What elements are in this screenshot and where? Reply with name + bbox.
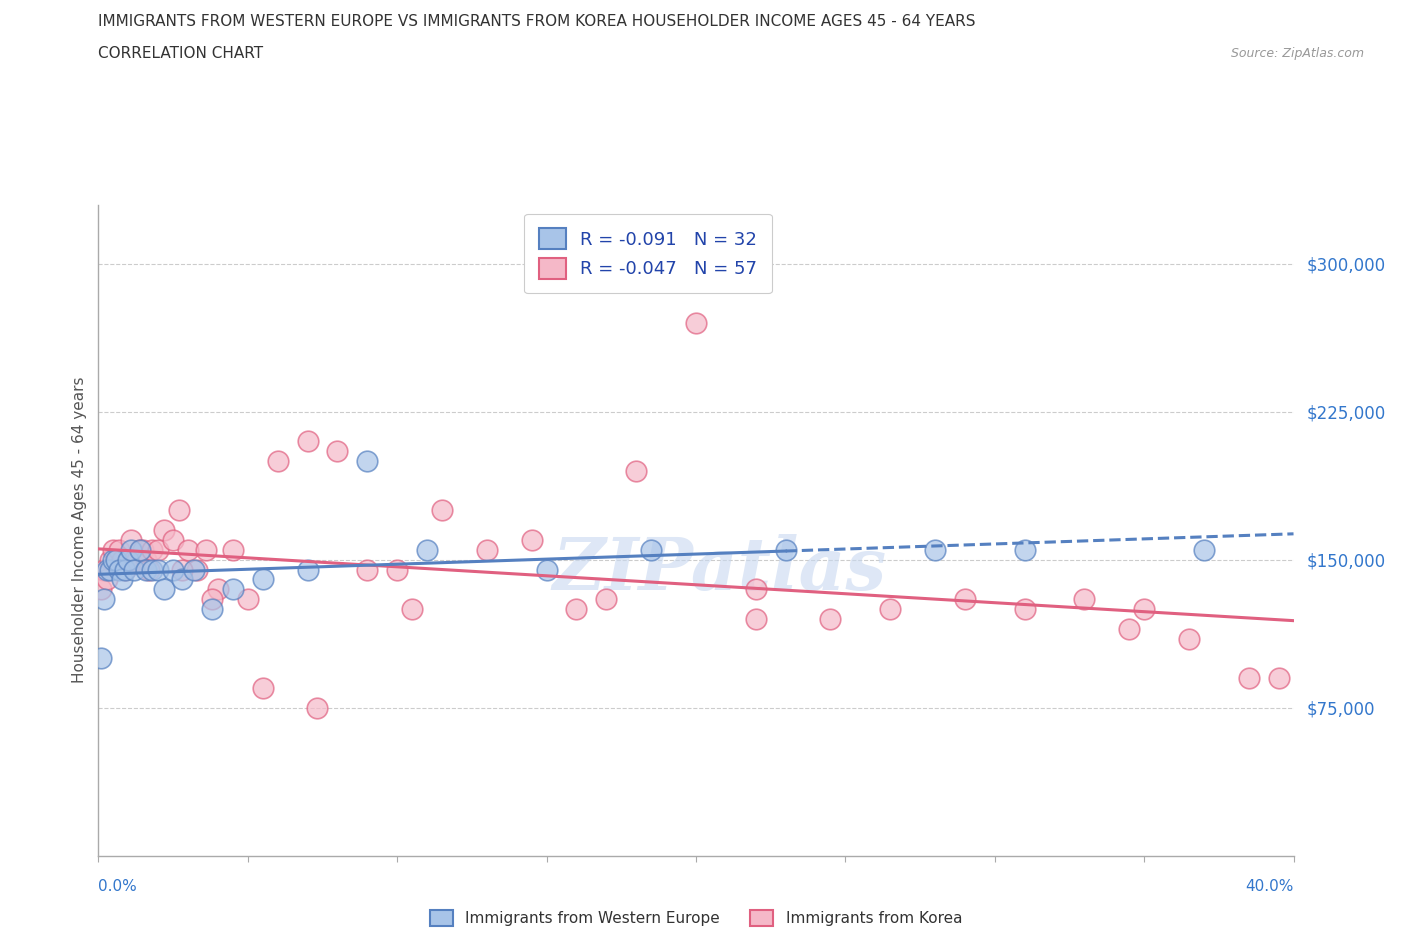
- Point: [640, 542, 662, 557]
- Point: [162, 533, 184, 548]
- Point: [201, 591, 224, 606]
- Point: [172, 572, 194, 587]
- Point: [1014, 602, 1036, 617]
- Point: [1267, 671, 1289, 685]
- Text: 40.0%: 40.0%: [1246, 879, 1294, 894]
- Point: [207, 582, 229, 597]
- Point: [103, 552, 125, 567]
- Point: [385, 562, 409, 577]
- Point: [222, 542, 245, 557]
- Point: [305, 700, 328, 715]
- Point: [297, 562, 319, 577]
- Text: Source: ZipAtlas.com: Source: ZipAtlas.com: [1230, 46, 1364, 60]
- Point: [172, 562, 194, 577]
- Point: [183, 562, 205, 577]
- Point: [326, 444, 349, 458]
- Legend: Immigrants from Western Europe, Immigrants from Korea: Immigrants from Western Europe, Immigran…: [423, 904, 969, 930]
- Point: [177, 542, 200, 557]
- Point: [117, 552, 139, 567]
- Point: [129, 542, 152, 557]
- Point: [124, 562, 146, 577]
- Text: 0.0%: 0.0%: [98, 879, 138, 894]
- Point: [745, 582, 768, 597]
- Point: [105, 552, 128, 567]
- Y-axis label: Householder Income Ages 45 - 64 years: Householder Income Ages 45 - 64 years: [72, 377, 87, 684]
- Point: [162, 562, 184, 577]
- Point: [1118, 621, 1140, 636]
- Point: [111, 572, 134, 587]
- Point: [252, 572, 274, 587]
- Point: [138, 562, 160, 577]
- Point: [1014, 542, 1036, 557]
- Point: [111, 552, 134, 567]
- Point: [236, 591, 259, 606]
- Point: [356, 454, 378, 469]
- Point: [1237, 671, 1260, 685]
- Point: [201, 602, 224, 617]
- Point: [135, 562, 157, 577]
- Point: [148, 562, 170, 577]
- Point: [520, 533, 543, 548]
- Point: [90, 582, 112, 597]
- Point: [114, 562, 136, 577]
- Point: [356, 562, 378, 577]
- Point: [93, 562, 115, 577]
- Point: [879, 602, 901, 617]
- Point: [117, 552, 139, 567]
- Point: [624, 463, 647, 478]
- Point: [475, 542, 498, 557]
- Point: [252, 681, 274, 696]
- Text: ZIPatlas: ZIPatlas: [553, 534, 887, 604]
- Point: [565, 602, 588, 617]
- Point: [114, 562, 136, 577]
- Point: [98, 562, 122, 577]
- Point: [194, 542, 218, 557]
- Point: [775, 542, 797, 557]
- Point: [108, 542, 131, 557]
- Point: [148, 542, 170, 557]
- Point: [1178, 631, 1201, 646]
- Point: [141, 542, 163, 557]
- Point: [953, 591, 976, 606]
- Point: [1192, 542, 1215, 557]
- Point: [153, 523, 176, 538]
- Point: [132, 542, 155, 557]
- Point: [416, 542, 439, 557]
- Point: [105, 552, 128, 567]
- Point: [93, 591, 115, 606]
- Point: [98, 552, 122, 567]
- Point: [135, 552, 157, 567]
- Point: [90, 651, 112, 666]
- Point: [430, 503, 453, 518]
- Point: [141, 562, 163, 577]
- Point: [96, 562, 118, 577]
- Point: [153, 582, 176, 597]
- Point: [820, 611, 842, 626]
- Point: [120, 533, 142, 548]
- Point: [124, 552, 146, 567]
- Text: CORRELATION CHART: CORRELATION CHART: [98, 46, 263, 61]
- Text: IMMIGRANTS FROM WESTERN EUROPE VS IMMIGRANTS FROM KOREA HOUSEHOLDER INCOME AGES : IMMIGRANTS FROM WESTERN EUROPE VS IMMIGR…: [98, 14, 976, 29]
- Point: [297, 434, 319, 449]
- Point: [120, 542, 142, 557]
- Point: [401, 602, 423, 617]
- Point: [1073, 591, 1095, 606]
- Point: [685, 315, 707, 330]
- Point: [595, 591, 617, 606]
- Point: [222, 582, 245, 597]
- Point: [108, 562, 131, 577]
- Point: [127, 552, 149, 567]
- Point: [129, 542, 152, 557]
- Point: [103, 542, 125, 557]
- Point: [536, 562, 558, 577]
- Point: [96, 572, 118, 587]
- Point: [186, 562, 208, 577]
- Point: [1133, 602, 1156, 617]
- Point: [924, 542, 946, 557]
- Point: [167, 503, 190, 518]
- Point: [745, 611, 768, 626]
- Point: [267, 454, 290, 469]
